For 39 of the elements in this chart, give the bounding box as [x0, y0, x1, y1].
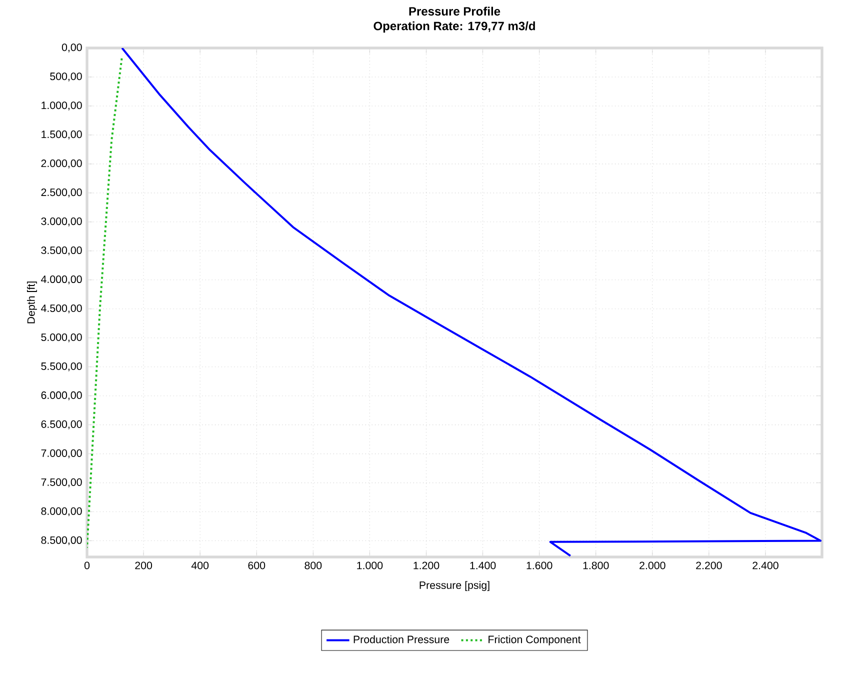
y-tick-label: 6.500,00: [41, 420, 82, 430]
y-tick-label: 7.000,00: [41, 449, 82, 458]
x-tick-label: 1.000: [357, 562, 383, 570]
line-series: [121, 48, 822, 557]
x-tick-label: 400: [191, 562, 209, 570]
x-tick-label: 0: [84, 562, 90, 570]
x-tick-label: 200: [135, 562, 152, 570]
legend-label: Production Pressure: [354, 635, 450, 644]
y-tick-label: 6.000,00: [41, 391, 82, 400]
y-tick-label: 5.000,00: [41, 333, 82, 342]
x-tick-label: 600: [248, 562, 266, 570]
x-tick-label: 800: [304, 562, 322, 570]
x-axis-title: Pressure [psig]: [420, 581, 490, 592]
y-tick-label: 8.000,00: [41, 507, 82, 516]
y-tick-label: 0,00: [62, 44, 82, 52]
y-tick-label: 5.500,00: [41, 362, 82, 372]
x-tick-label: 2.000: [640, 562, 666, 570]
chart-subtitle: Operation Rate: 179,77 m3/d: [374, 21, 535, 33]
y-tick-label: 3.500,00: [41, 246, 82, 256]
y-tick-label: 2.000,00: [41, 160, 82, 168]
y-tick-label: 3.000,00: [41, 218, 82, 226]
chart-title: Pressure Profile: [409, 6, 500, 16]
x-tick-label: 1.800: [583, 562, 609, 570]
y-tick-label: 500,00: [50, 72, 82, 82]
legend-label: Friction Component: [488, 635, 581, 646]
x-tick-label: 1.400: [470, 562, 496, 570]
x-tick-label: 2.200: [696, 562, 722, 570]
x-tick-label: 1.200: [414, 562, 440, 570]
y-tick-label: 7.500,00: [41, 478, 82, 488]
x-tick-label: 2.400: [752, 562, 778, 570]
y-tick-label: 2.500,00: [41, 188, 82, 198]
y-tick-label: 1.500,00: [42, 130, 82, 140]
y-tick-label: 4.000,00: [41, 275, 82, 284]
y-tick-label: 4.500,00: [41, 304, 82, 314]
y-tick-label: 8.500,00: [41, 536, 82, 546]
x-tick-label: 1.600: [526, 562, 552, 570]
y-axis-title: Depth [ft]: [26, 282, 37, 324]
y-tick-label: 1.000,00: [42, 102, 82, 110]
line-series: [87, 57, 123, 549]
